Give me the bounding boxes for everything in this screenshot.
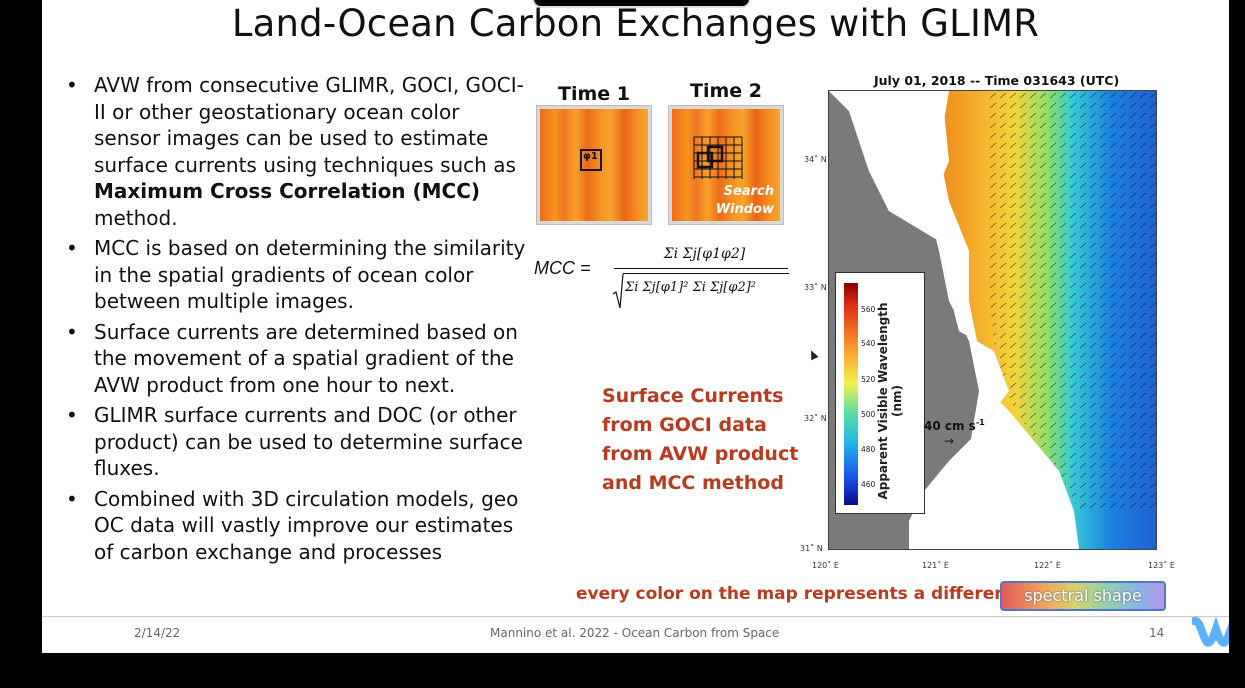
lon-label: 121˚ E xyxy=(922,561,949,570)
slide-title: Land-Ocean Carbon Exchanges with GLIMR xyxy=(231,2,1040,45)
colorbar xyxy=(844,283,858,505)
legend-tick: 540 xyxy=(861,339,876,348)
lon-label: 123˚ E xyxy=(1148,561,1175,570)
colorbar-legend: 560 540 520 500 480 460 Apparent Visible… xyxy=(835,272,925,514)
legend-tick: 480 xyxy=(861,445,876,454)
lon-label: 122˚ E xyxy=(1034,561,1061,570)
legend-label: Apparent Visible Wavelength (nm) xyxy=(876,302,904,500)
lat-label: 31˚ N xyxy=(800,544,823,553)
legend-tick: 500 xyxy=(861,410,876,419)
lat-label: 33˚ N xyxy=(804,283,827,292)
bottom-note: every color on the map represents a diff… xyxy=(576,584,1015,604)
lat-label: 32˚ N xyxy=(804,414,827,423)
footer-date: 2/14/22 xyxy=(134,626,181,640)
window-box xyxy=(580,149,602,171)
footer-citation: Mannino et al. 2022 - Ocean Carbon from … xyxy=(490,626,780,640)
spectral-shape-badge: spectral shape xyxy=(1000,581,1166,611)
footer-divider xyxy=(42,616,1229,617)
bullet-item: Surface currents are determined based on… xyxy=(56,319,526,399)
search-window-label: Search Window xyxy=(715,184,774,217)
bullet-item: AVW from consecutive GLIMR, GOCI, GOCI-I… xyxy=(56,72,526,231)
sqrt-sign xyxy=(612,273,624,309)
mcc-denominator: Σi Σj[φ1]² Σi Σj[φ2]² xyxy=(625,280,756,295)
legend-tick: 560 xyxy=(861,305,876,314)
lon-label: 120˚ E xyxy=(812,561,839,570)
search-grid xyxy=(693,136,743,179)
webex-logo-icon xyxy=(1192,616,1229,647)
fraction-bar xyxy=(614,268,788,269)
bullet-item: GLIMR surface currents and DOC (or other… xyxy=(56,402,526,482)
mouse-cursor-icon xyxy=(807,348,819,361)
scale-label: 40 cm s-1 xyxy=(924,418,985,433)
phi-label: φ1 xyxy=(583,151,598,162)
map-title: July 01, 2018 -- Time 031643 (UTC) xyxy=(874,73,1120,88)
legend-tick: 520 xyxy=(861,375,876,384)
surface-currents-note: Surface Currents from GOCI data from AVW… xyxy=(602,385,799,494)
mcc-lhs: MCC = xyxy=(534,258,591,278)
time2-image: Search Window xyxy=(669,106,783,224)
scale-arrow: → xyxy=(944,434,955,448)
lat-label: 34˚ N xyxy=(804,155,827,164)
legend-tick: 460 xyxy=(861,480,876,489)
time2-label: Time 2 xyxy=(690,80,762,102)
page-number: 14 xyxy=(1149,626,1165,640)
bullet-item: Combined with 3D circulation models, geo… xyxy=(56,486,526,566)
slide: Land-Ocean Carbon Exchanges with GLIMR A… xyxy=(42,0,1229,653)
bullet-list: AVW from consecutive GLIMR, GOCI, GOCI-I… xyxy=(56,72,526,569)
time1-label: Time 1 xyxy=(558,83,630,105)
sqrt-bar xyxy=(623,273,789,274)
mcc-numerator: Σi Σj[φ1φ2] xyxy=(663,246,746,262)
bullet-item: MCC is based on determining the similari… xyxy=(56,235,526,315)
time1-image: φ1 xyxy=(537,106,651,224)
